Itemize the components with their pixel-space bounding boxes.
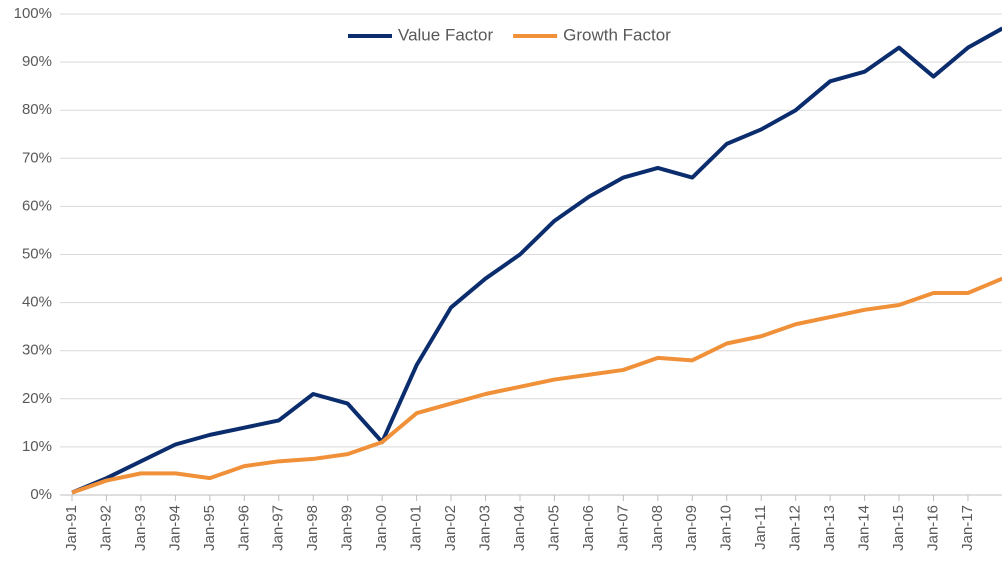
x-tick-label: Jan-17 (959, 505, 976, 551)
x-tick-label: Jan-03 (476, 505, 493, 551)
x-tick-label: Jan-02 (442, 505, 459, 551)
x-tick-label: Jan-93 (132, 505, 149, 551)
x-tick-label: Jan-94 (166, 505, 183, 551)
x-tick-label: Jan-16 (924, 505, 941, 551)
x-tick-label: Jan-00 (373, 505, 390, 551)
x-tick-label: Jan-01 (408, 505, 425, 551)
y-tick-label: 40% (22, 294, 52, 311)
x-tick-label: Jan-09 (683, 505, 700, 551)
x-tick-label: Jan-92 (97, 505, 114, 551)
x-tick-label: Jan-96 (235, 505, 252, 551)
x-tick-label: Jan-12 (787, 505, 804, 551)
y-tick-label: 90% (22, 53, 52, 70)
legend-label: Value Factor (398, 25, 493, 44)
y-tick-label: 20% (22, 390, 52, 407)
y-tick-label: 100% (14, 5, 52, 22)
x-tick-label: Jan-91 (63, 505, 80, 551)
x-tick-label: Jan-13 (821, 505, 838, 551)
x-tick-label: Jan-14 (856, 505, 873, 551)
series-line (71, 26, 1002, 495)
series-line (71, 276, 1002, 495)
x-tick-label: Jan-97 (270, 505, 287, 551)
x-tick-label: Jan-08 (649, 505, 666, 551)
y-tick-label: 80% (22, 101, 52, 118)
x-tick-label: Jan-07 (614, 505, 631, 551)
y-tick-label: 50% (22, 245, 52, 262)
x-tick-label: Jan-95 (201, 505, 218, 551)
y-tick-label: 0% (30, 486, 52, 503)
x-tick-label: Jan-99 (339, 505, 356, 551)
x-tick-label: Jan-10 (718, 505, 735, 551)
x-tick-label: Jan-05 (545, 505, 562, 551)
y-tick-label: 60% (22, 197, 52, 214)
y-tick-label: 10% (22, 438, 52, 455)
x-tick-label: Jan-98 (304, 505, 321, 551)
x-tick-label: Jan-04 (511, 505, 528, 551)
x-tick-label: Jan-11 (752, 505, 769, 550)
x-tick-label: Jan-15 (890, 505, 907, 551)
y-tick-label: 70% (22, 149, 52, 166)
y-tick-label: 30% (22, 342, 52, 359)
legend-label: Growth Factor (563, 25, 671, 44)
x-tick-label: Jan-06 (580, 505, 597, 551)
